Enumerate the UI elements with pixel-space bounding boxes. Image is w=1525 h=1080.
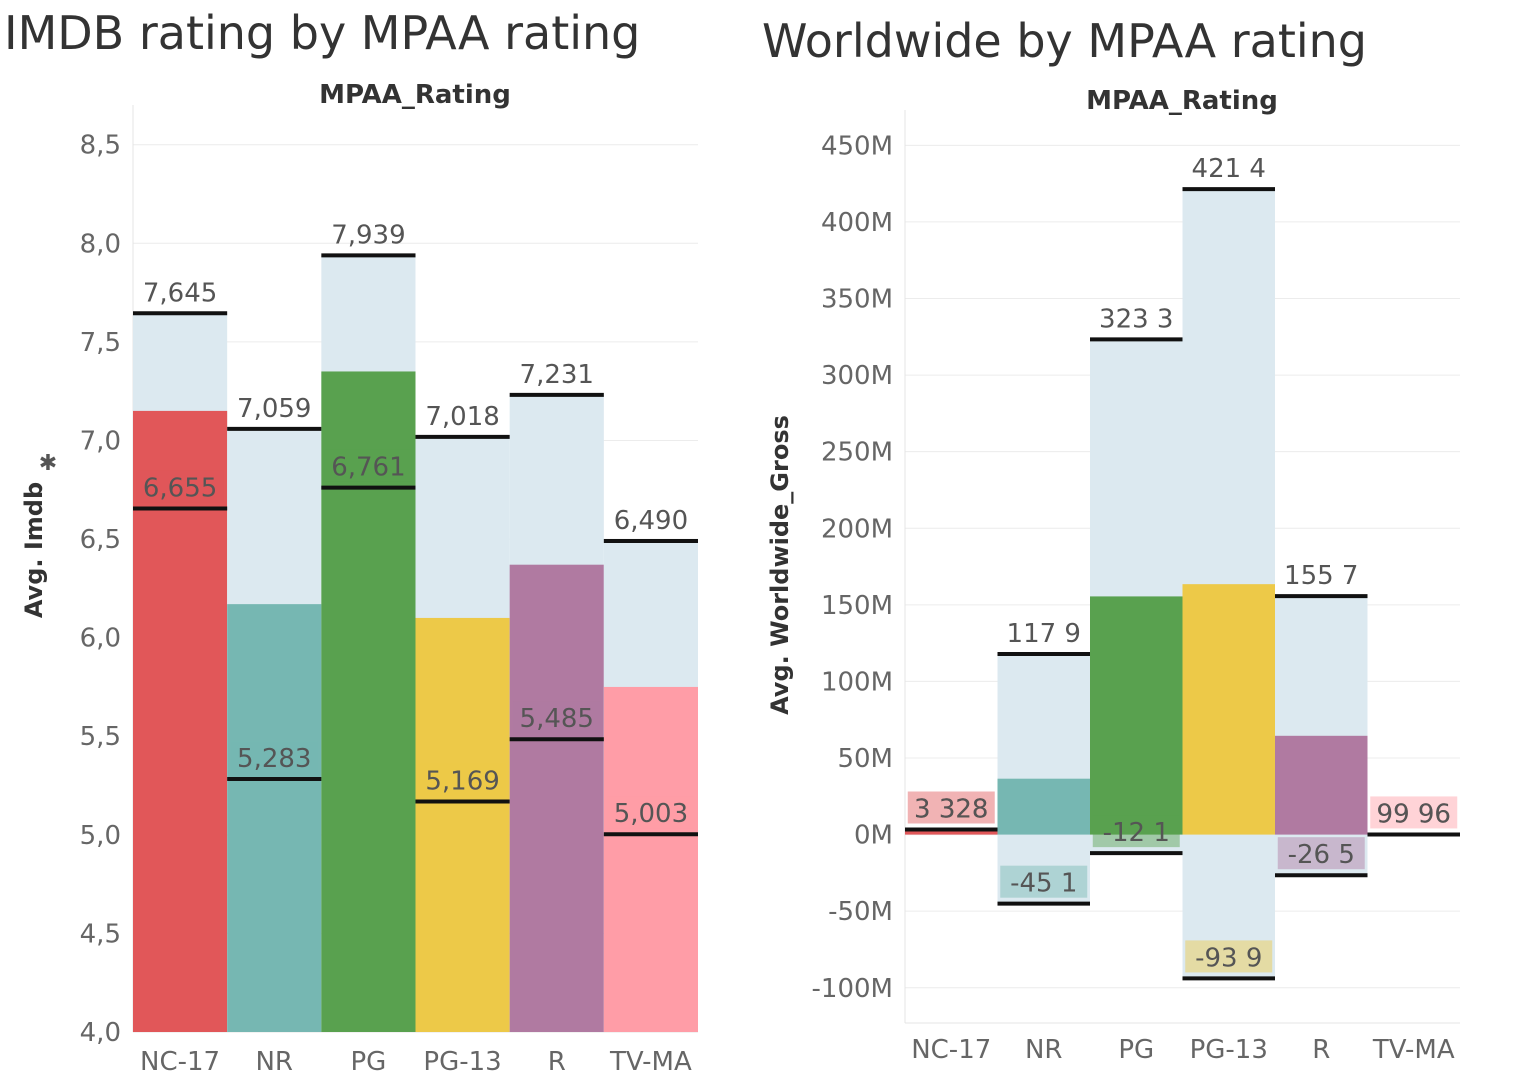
- c1-column-header: MPAA_Rating: [1086, 86, 1278, 116]
- c1-y-tick-label: 300M: [821, 361, 893, 391]
- chart-title-imdb: IMDB rating by MPAA rating: [4, 6, 641, 60]
- c0-band-lower-label-bg: [230, 741, 318, 774]
- c1-band-lower-label: -93 9: [1195, 943, 1262, 973]
- c0-y-axis-label: Avg. Imdb: [20, 482, 48, 618]
- c1-y-tick-label: 350M: [821, 284, 893, 314]
- c0-band-lower-label-bg: [513, 701, 601, 734]
- c0-band-lower-label: 5,283: [237, 744, 311, 774]
- c0-band-upper-label: 6,490: [614, 506, 688, 536]
- c0-y-tick-label: 5,5: [80, 722, 121, 752]
- c0-bar-pg: [321, 371, 416, 1032]
- c1-bar-nc-17: [905, 830, 998, 835]
- c1-bar-pg: [1090, 596, 1183, 835]
- c1-band-lower-label-bg: [1092, 815, 1180, 848]
- c0-y-tick-label: 7,0: [80, 426, 121, 456]
- c1-y-tick-label: 250M: [821, 438, 893, 468]
- c0-column-header: MPAA_Rating: [319, 80, 511, 110]
- c0-band-lower-label: 6,655: [143, 474, 217, 504]
- c0-x-tick-label: PG-13: [423, 1047, 501, 1077]
- c1-band-lower-label-bg: [1277, 837, 1365, 870]
- c1-bar-pg-13: [1182, 584, 1275, 835]
- c1-y-tick-label: 450M: [821, 131, 893, 161]
- c0-bar-nr: [227, 604, 322, 1032]
- c0-x-tick-label: NR: [255, 1047, 293, 1077]
- c0-band-upper-label: 7,939: [331, 220, 405, 250]
- c1-x-tick-label: R: [1312, 1035, 1330, 1065]
- c0-x-tick-label: R: [548, 1047, 566, 1077]
- c1-band-lower-label-bg: [1000, 865, 1088, 898]
- c0-band-lower-label: 5,169: [425, 767, 499, 797]
- c0-x-tick-label: TV-MA: [609, 1047, 692, 1077]
- c0-bar-tv-ma: [603, 686, 698, 1032]
- c1-x-tick-label: PG-13: [1190, 1035, 1268, 1065]
- c0-band-lower-label-bg: [607, 796, 695, 829]
- c1-band-upper-label: 3 328: [914, 794, 988, 824]
- c0-y-tick-label: 6,0: [80, 624, 121, 654]
- c1-band-pg-13: [1182, 189, 1275, 979]
- c0-y-tick-label: 6,5: [80, 525, 121, 555]
- c1-band-lower-label: -45 1: [1010, 869, 1077, 899]
- c1-band-lower-label: -12 1: [1103, 818, 1170, 848]
- c1-y-tick-label: 50M: [837, 744, 893, 774]
- c1-y-tick-label: 400M: [821, 208, 893, 238]
- c1-x-tick-label: PG: [1118, 1035, 1154, 1065]
- c0-bar-pg-13: [415, 617, 510, 1032]
- c0-y-tick-label: 4,0: [80, 1018, 121, 1048]
- c1-y-tick-label: -100M: [812, 974, 893, 1004]
- c0-y-tick-label: 8,5: [80, 131, 121, 161]
- c1-band-upper-label: 117 9: [1007, 619, 1081, 649]
- c0-y-tick-label: 4,5: [80, 919, 121, 949]
- c1-x-tick-label: TV-MA: [1372, 1035, 1455, 1065]
- c0-band-upper-label: 7,231: [520, 360, 594, 390]
- c1-bar-nr: [997, 778, 1090, 835]
- c1-band-lower-label-bg: [1185, 940, 1273, 973]
- c0-band-upper-label: 7,645: [143, 278, 217, 308]
- c0-band-upper-label: 7,059: [237, 394, 311, 424]
- c0-y-tick-label: 8,0: [80, 229, 121, 259]
- c1-y-axis-label: Avg. Worldwide_Gross: [766, 415, 794, 715]
- c1-x-tick-label: NR: [1025, 1035, 1063, 1065]
- c1-y-tick-label: 150M: [821, 591, 893, 621]
- c1-y-tick-label: 100M: [821, 667, 893, 697]
- c1-band-lower-label: 3 328: [914, 794, 988, 824]
- c0-x-tick-label: PG: [351, 1047, 387, 1077]
- c0-bar-r: [509, 564, 604, 1032]
- c1-band-lower-label: 99 96: [1377, 799, 1451, 829]
- chart-title-worldwide: Worldwide by MPAA rating: [762, 14, 1367, 68]
- c0-y-tick-label: 5,0: [80, 821, 121, 851]
- worldwide-chart: -100M -50M 0M 50M 100M 150M 200M 250M 300M 350M 40…: [766, 86, 1460, 1065]
- c0-x-tick-label: NC-17: [140, 1047, 220, 1077]
- c1-y-tick-label: 200M: [821, 514, 893, 544]
- c1-band-upper-label: 323 3: [1099, 304, 1173, 334]
- c1-band-upper-label: 421 4: [1192, 154, 1266, 184]
- c0-band-lower-label: 6,761: [331, 453, 405, 483]
- imdb-chart: 4,0 4,5 5,0 5,5 6,0 6,5 7,0 7,5 8,0 8,5 MPAA_Ratin…: [20, 80, 698, 1077]
- c1-y-tick-label: -50M: [828, 897, 893, 927]
- c1-band-upper-label: 155 7: [1284, 561, 1358, 591]
- c1-band-lower-label-bg: [907, 791, 995, 824]
- c1-band-lower-label: -26 5: [1288, 840, 1355, 870]
- c1-x-tick-label: NC-17: [911, 1035, 991, 1065]
- c1-band-upper-label: 99 96: [1377, 799, 1451, 829]
- c0-y-tick-label: 7,5: [80, 328, 121, 358]
- c0-band-lower-label: 5,485: [520, 704, 594, 734]
- c1-band-lower-label-bg: [1370, 796, 1458, 829]
- c0-bar-nc-17: [133, 410, 228, 1032]
- c1-bar-r: [1275, 735, 1368, 835]
- c0-band-upper-label: 7,018: [425, 402, 499, 432]
- pin-icon: ✱: [39, 451, 57, 476]
- c0-band-lower-label: 5,003: [614, 799, 688, 829]
- c0-band-lower-label-bg: [136, 470, 224, 503]
- c0-band-lower-label-bg: [324, 449, 412, 482]
- c1-y-tick-label: 0M: [854, 821, 893, 851]
- c0-band-lower-label-bg: [419, 763, 507, 796]
